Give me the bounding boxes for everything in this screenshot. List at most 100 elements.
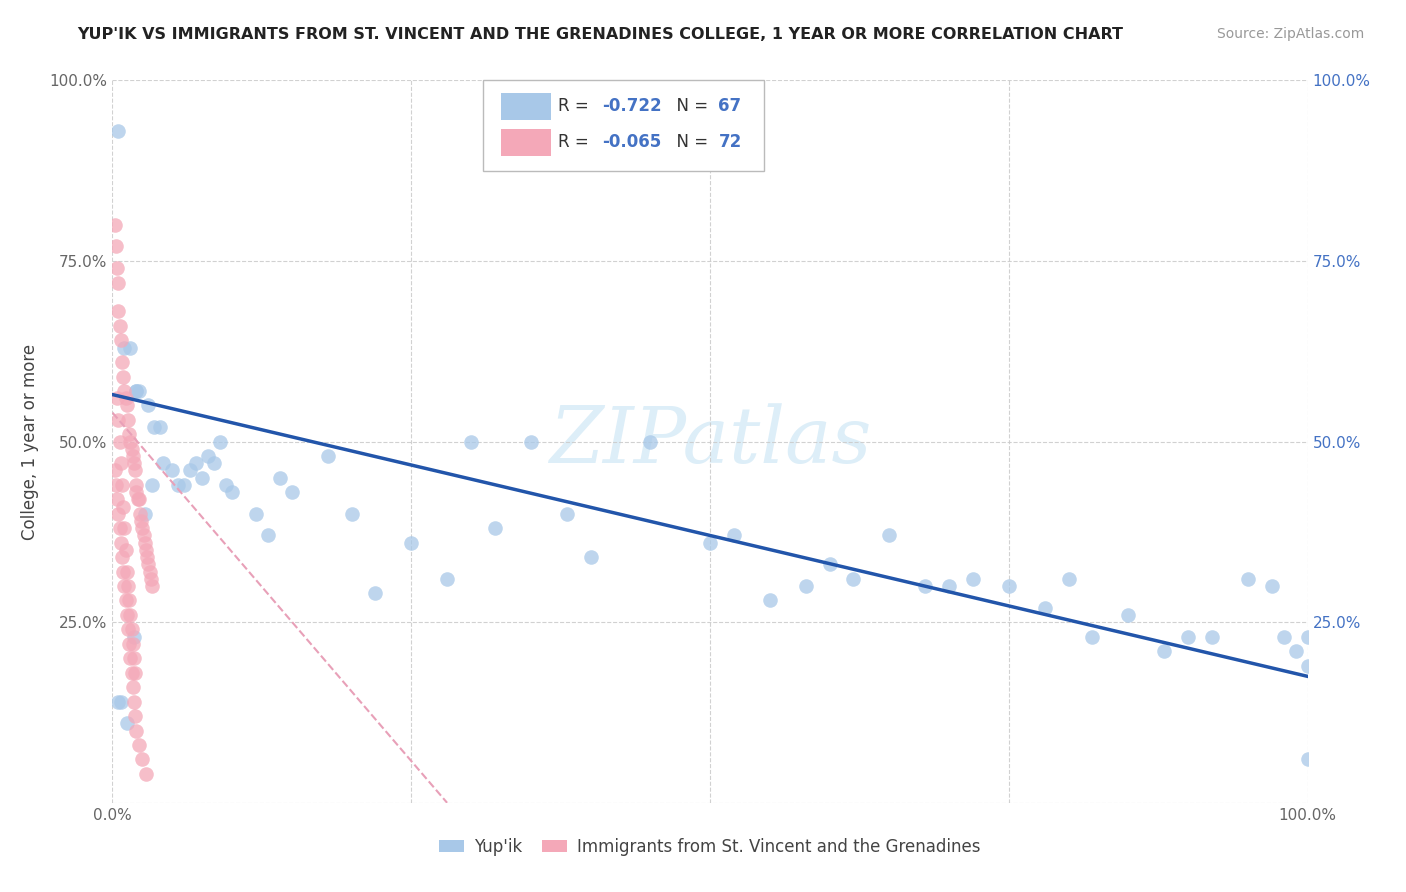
Point bbox=[1153, 644, 1175, 658]
Point bbox=[1296, 752, 1319, 766]
Point bbox=[127, 492, 149, 507]
Point bbox=[134, 535, 156, 549]
Point bbox=[111, 550, 134, 565]
Point bbox=[125, 384, 148, 398]
Point bbox=[1272, 630, 1295, 644]
Point bbox=[401, 535, 423, 549]
Point bbox=[1296, 630, 1319, 644]
Point bbox=[124, 709, 146, 723]
Point bbox=[125, 485, 148, 500]
Point bbox=[108, 521, 131, 535]
Point bbox=[484, 521, 506, 535]
Text: R =: R = bbox=[558, 133, 595, 151]
Text: 72: 72 bbox=[718, 133, 741, 151]
Point bbox=[221, 485, 243, 500]
Point bbox=[104, 218, 127, 232]
Point bbox=[141, 579, 163, 593]
Point bbox=[115, 565, 138, 579]
Point bbox=[121, 680, 143, 694]
Point bbox=[128, 738, 150, 752]
Point bbox=[117, 413, 139, 427]
Point bbox=[131, 752, 153, 766]
Point bbox=[114, 341, 135, 355]
Point bbox=[759, 593, 782, 607]
Point bbox=[436, 572, 458, 586]
Point bbox=[1296, 658, 1319, 673]
Point bbox=[520, 434, 543, 449]
Point bbox=[115, 607, 138, 622]
FancyBboxPatch shape bbox=[501, 129, 551, 156]
Point bbox=[162, 463, 183, 477]
Point bbox=[120, 607, 142, 622]
Point bbox=[555, 507, 578, 521]
Point bbox=[364, 586, 387, 600]
Point bbox=[120, 341, 142, 355]
Point bbox=[257, 528, 280, 542]
Point bbox=[138, 398, 160, 412]
Point bbox=[121, 637, 143, 651]
Point bbox=[209, 434, 232, 449]
Point bbox=[120, 434, 142, 449]
Point bbox=[105, 239, 128, 253]
Point bbox=[125, 478, 148, 492]
Point bbox=[105, 478, 128, 492]
Point bbox=[107, 507, 129, 521]
Point bbox=[110, 334, 132, 348]
Point bbox=[107, 413, 129, 427]
Point bbox=[122, 630, 145, 644]
Point bbox=[114, 542, 136, 557]
Point bbox=[173, 478, 195, 492]
Point bbox=[128, 384, 150, 398]
Point bbox=[105, 261, 128, 276]
Text: YUP'IK VS IMMIGRANTS FROM ST. VINCENT AND THE GRENADINES COLLEGE, 1 YEAR OR MORE: YUP'IK VS IMMIGRANTS FROM ST. VINCENT AN… bbox=[77, 27, 1123, 42]
FancyBboxPatch shape bbox=[501, 94, 551, 120]
Point bbox=[998, 579, 1021, 593]
Point bbox=[114, 593, 136, 607]
Point bbox=[108, 434, 131, 449]
Point bbox=[202, 456, 225, 470]
Point bbox=[121, 623, 143, 637]
Point bbox=[1177, 630, 1199, 644]
Point bbox=[794, 579, 817, 593]
Point bbox=[112, 565, 135, 579]
Point bbox=[579, 550, 602, 565]
Point bbox=[167, 478, 190, 492]
Point bbox=[879, 528, 901, 542]
Point bbox=[114, 521, 135, 535]
Point bbox=[115, 716, 138, 731]
Point bbox=[110, 535, 132, 549]
Point bbox=[1057, 572, 1080, 586]
Text: 67: 67 bbox=[718, 96, 741, 114]
Point bbox=[460, 434, 482, 449]
Point bbox=[132, 528, 155, 542]
Point bbox=[197, 449, 219, 463]
Point bbox=[129, 514, 152, 528]
Point bbox=[245, 507, 267, 521]
Point bbox=[136, 550, 159, 565]
Point bbox=[118, 637, 141, 651]
Point bbox=[105, 492, 128, 507]
Text: Source: ZipAtlas.com: Source: ZipAtlas.com bbox=[1216, 27, 1364, 41]
Point bbox=[699, 535, 721, 549]
Point bbox=[121, 665, 143, 680]
Point bbox=[111, 478, 134, 492]
Point bbox=[138, 558, 160, 572]
Point bbox=[1237, 572, 1260, 586]
Point bbox=[118, 427, 141, 442]
Point bbox=[842, 572, 865, 586]
Point bbox=[269, 470, 291, 484]
Point bbox=[1118, 607, 1140, 622]
Point bbox=[114, 391, 136, 405]
Point bbox=[914, 579, 936, 593]
Point bbox=[121, 442, 143, 456]
Point bbox=[281, 485, 304, 500]
Point bbox=[1285, 644, 1308, 658]
Point bbox=[121, 449, 143, 463]
Point bbox=[117, 579, 139, 593]
Point bbox=[112, 500, 135, 514]
Point bbox=[128, 492, 150, 507]
Point bbox=[112, 369, 135, 384]
Point bbox=[124, 665, 146, 680]
Text: N =: N = bbox=[666, 96, 713, 114]
Point bbox=[1081, 630, 1104, 644]
